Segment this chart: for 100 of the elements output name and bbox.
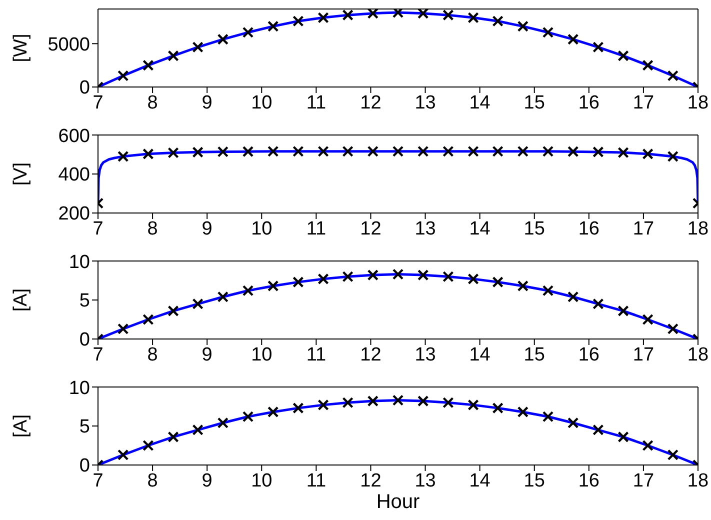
y-tick-label: 5 — [79, 416, 90, 438]
point — [342, 146, 354, 157]
point — [542, 26, 554, 38]
point — [667, 323, 679, 334]
y-axis-title: [A] — [10, 414, 32, 438]
point — [318, 146, 329, 157]
point — [468, 146, 479, 157]
point — [342, 271, 354, 282]
x-tick-label: 18 — [687, 92, 709, 114]
x-axis-title: Hour — [376, 491, 420, 513]
point — [117, 449, 129, 460]
point — [168, 305, 179, 317]
point — [592, 42, 604, 53]
x-tick-label: 11 — [306, 218, 326, 240]
x-tick-label: 7 — [92, 344, 104, 366]
point — [592, 424, 604, 436]
y-axis-title: [A] — [10, 288, 32, 312]
x-tick-label: 11 — [306, 92, 326, 114]
y-tick-label: 600 — [58, 126, 90, 147]
point — [442, 9, 454, 21]
point — [542, 146, 554, 157]
x-tick-label: 17 — [632, 344, 654, 366]
x-tick-label: 10 — [251, 218, 272, 240]
x-tick-label: 9 — [202, 344, 212, 366]
point — [318, 399, 329, 411]
point — [642, 314, 654, 326]
point — [292, 276, 304, 288]
point — [242, 26, 254, 38]
point — [618, 50, 629, 62]
point — [242, 411, 254, 422]
point — [192, 298, 204, 310]
point — [517, 146, 529, 157]
y-tick-label: 5000 — [48, 34, 90, 56]
point — [242, 285, 254, 296]
x-tick-label: 11 — [306, 470, 326, 492]
point — [392, 268, 404, 280]
point — [267, 280, 279, 292]
point — [192, 42, 204, 53]
x-tick-label: 11 — [306, 344, 326, 366]
point — [318, 273, 329, 285]
point — [468, 12, 479, 24]
point — [117, 323, 129, 334]
point — [142, 314, 154, 326]
point — [217, 417, 229, 428]
point — [392, 394, 404, 406]
point — [217, 34, 229, 45]
x-tick-label: 10 — [251, 92, 272, 114]
y-axis-title: [W] — [10, 34, 32, 62]
point — [318, 12, 329, 24]
point — [367, 9, 379, 19]
point — [642, 60, 654, 71]
x-tick-label: 15 — [524, 344, 545, 366]
point — [492, 276, 504, 288]
point — [367, 269, 379, 281]
point — [168, 50, 179, 62]
x-tick-label: 16 — [578, 470, 600, 492]
point — [217, 146, 229, 158]
point — [618, 431, 629, 443]
y-tick-label: 0 — [79, 456, 90, 477]
y-tick-label: 0 — [79, 330, 90, 351]
x-tick-label: 8 — [147, 92, 158, 114]
x-tick-label: 14 — [469, 344, 491, 366]
point — [442, 146, 454, 157]
x-tick-label: 12 — [360, 344, 382, 366]
point — [542, 411, 554, 422]
y-tick-label: 400 — [58, 164, 90, 186]
point — [567, 146, 579, 158]
x-tick-label: 8 — [147, 218, 158, 240]
point — [567, 417, 579, 428]
point — [267, 406, 279, 418]
x-tick-label: 17 — [632, 218, 654, 240]
point — [117, 150, 129, 162]
point — [142, 440, 154, 452]
point — [168, 147, 179, 158]
x-tick-label: 12 — [360, 470, 382, 492]
point — [267, 20, 279, 32]
x-tick-label: 17 — [632, 470, 654, 492]
x-tick-label: 9 — [202, 470, 212, 492]
x-tick-label: 18 — [687, 218, 709, 240]
x-tick-label: 16 — [578, 92, 600, 114]
x-tick-label: 18 — [687, 344, 709, 366]
point — [567, 291, 579, 302]
point — [342, 9, 354, 21]
point — [192, 146, 204, 158]
point — [667, 70, 679, 82]
point — [342, 397, 354, 408]
point — [242, 146, 254, 158]
point — [517, 280, 529, 292]
x-tick-label: 14 — [469, 218, 491, 240]
point — [567, 34, 579, 45]
x-tick-label: 14 — [469, 470, 491, 492]
point — [592, 146, 604, 158]
point — [267, 146, 279, 157]
point — [292, 146, 304, 157]
point — [142, 148, 154, 160]
x-tick-label: 15 — [524, 470, 545, 492]
point — [117, 70, 129, 82]
x-tick-label: 18 — [687, 470, 709, 492]
x-tick-label: 7 — [92, 470, 104, 492]
x-tick-label: 16 — [578, 344, 600, 366]
